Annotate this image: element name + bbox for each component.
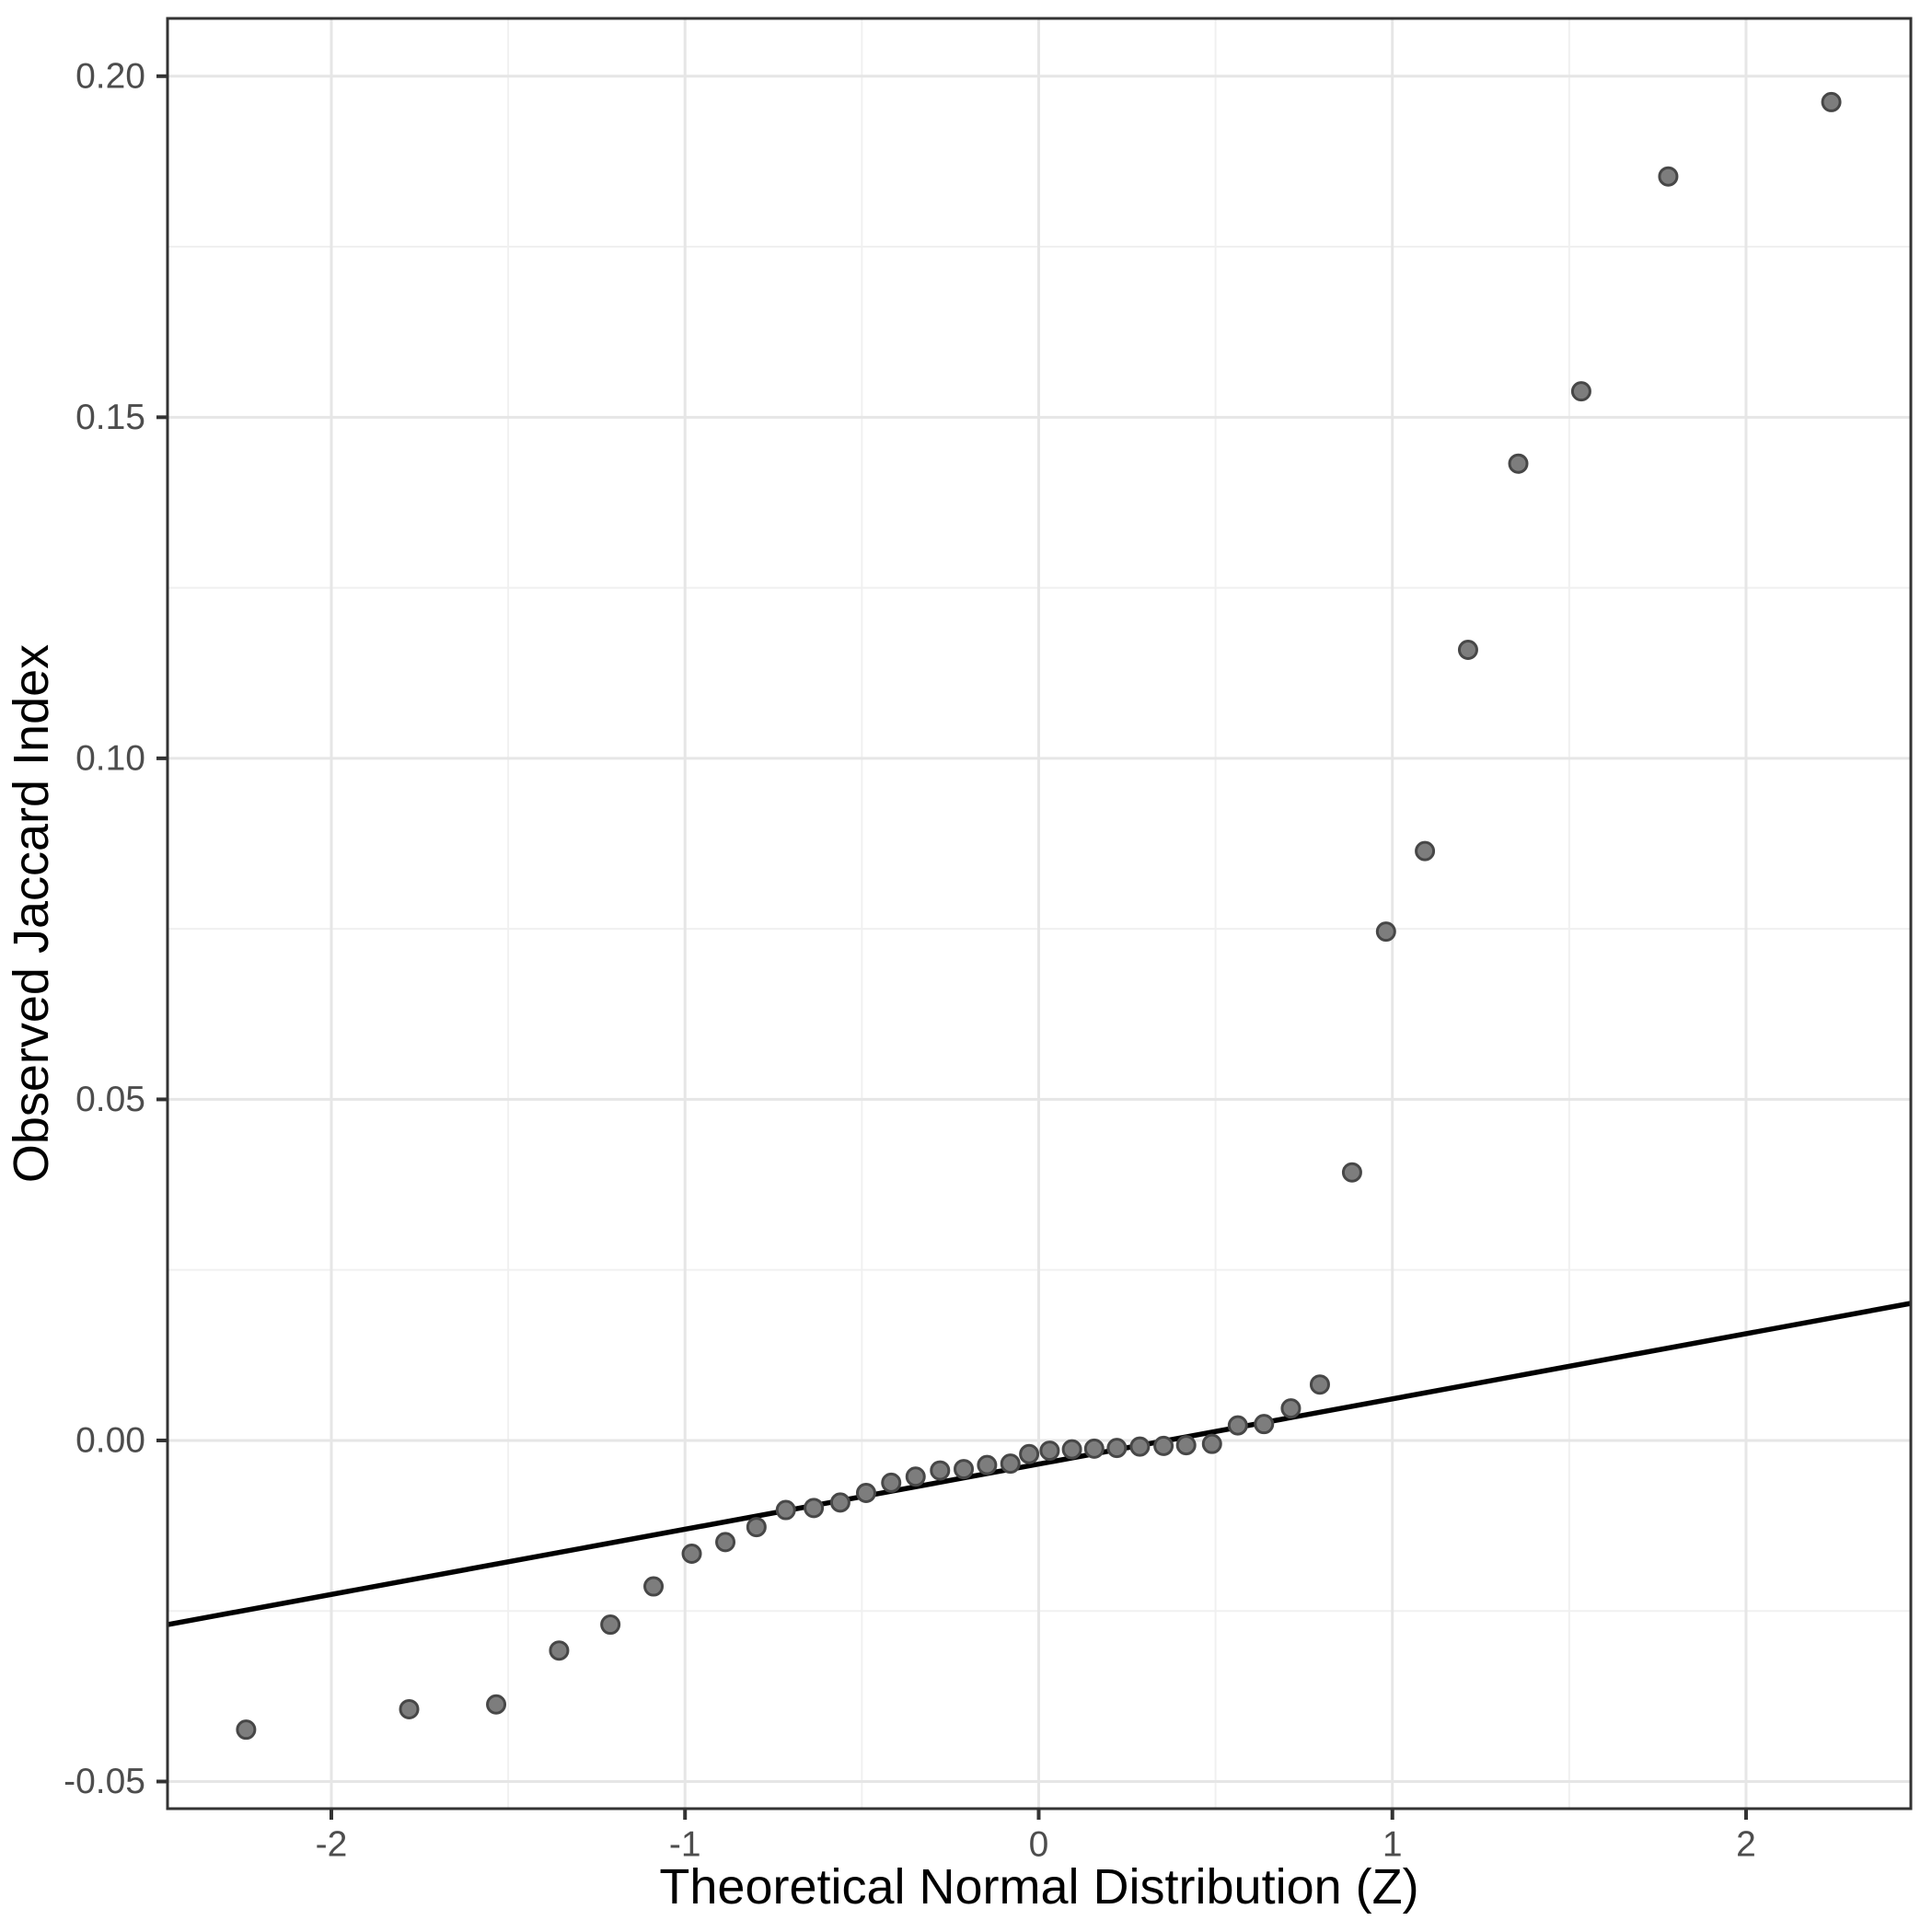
data-point [1175,1435,1197,1456]
data-point [486,1694,507,1715]
y-tick-label: 0.20 [75,56,145,96]
data-point [1375,921,1396,943]
y-tick-label: 0.05 [75,1080,145,1119]
x-tick-label: 0 [1029,1825,1049,1865]
data-point [1658,166,1679,187]
data-points [236,91,1842,1741]
data-point [1821,91,1842,112]
data-point [1106,1438,1128,1459]
x-tick-label: 1 [1382,1825,1403,1865]
data-point [1508,453,1529,474]
data-point [1083,1438,1105,1459]
data-point [1061,1439,1082,1460]
data-point [1019,1443,1040,1464]
data-point [1000,1453,1021,1475]
y-tick-label: 0.15 [75,398,145,437]
data-point [1309,1374,1330,1395]
data-point [1201,1433,1222,1454]
data-point [1570,381,1591,402]
data-point [681,1543,702,1564]
y-tick-label: 0.00 [75,1420,145,1460]
data-point [746,1517,767,1538]
data-point [930,1460,951,1481]
data-point [715,1532,736,1553]
y-tick-label: 0.10 [75,738,145,778]
x-tick-label: -1 [669,1825,701,1865]
x-tick-label: -2 [316,1825,348,1865]
data-point [829,1492,850,1513]
data-point [1039,1440,1060,1462]
qq-reference-line [167,1301,1912,1627]
y-tick-label: -0.05 [64,1762,145,1801]
data-point [1341,1162,1362,1183]
data-point [1254,1414,1275,1435]
data-point [881,1472,902,1493]
data-point [1415,840,1436,862]
data-point [399,1698,420,1719]
major-gridlines [168,18,1911,1809]
data-point [236,1719,257,1741]
data-point [643,1576,665,1597]
data-point [855,1483,876,1504]
data-point [905,1466,926,1487]
data-point [1227,1415,1248,1436]
data-point [1457,640,1478,661]
x-axis-title: Theoretical Normal Distribution (Z) [659,1859,1418,1915]
data-point [954,1459,975,1480]
data-point [1280,1398,1301,1419]
x-axis-tick-labels: -2 -1 0 1 2 [316,1825,1756,1865]
data-point [775,1499,796,1521]
data-point [1129,1436,1151,1457]
y-axis-title: Observed Jaccard Index [4,644,59,1183]
y-axis-tick-labels: 0.20 0.15 0.10 0.05 0.00 -0.05 [64,56,145,1801]
x-tick-label: 2 [1736,1825,1756,1865]
data-point [549,1640,570,1661]
data-point [977,1454,998,1475]
data-point [600,1614,621,1636]
axis-tick-marks [156,74,1748,1820]
data-point [1153,1435,1174,1456]
data-point [804,1498,825,1519]
